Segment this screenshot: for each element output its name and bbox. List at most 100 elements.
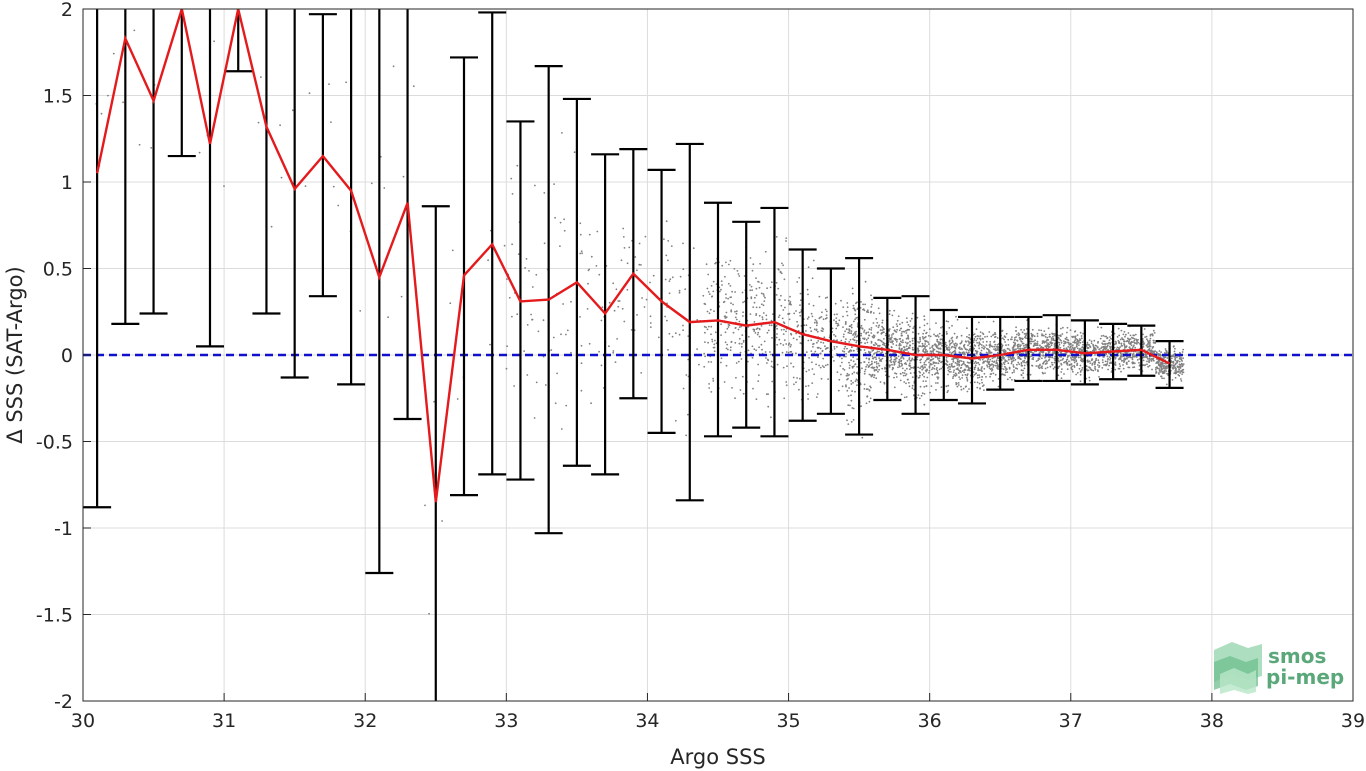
scatter-point (997, 351, 999, 354)
scatter-point (511, 193, 514, 195)
scatter-point (964, 363, 966, 366)
scatter-point (755, 277, 757, 279)
scatter-point (769, 351, 771, 353)
scatter-point (626, 262, 629, 265)
scatter-point (223, 185, 225, 188)
scatter-point (873, 361, 876, 364)
scatter-point (1036, 335, 1039, 337)
scatter-point (668, 280, 671, 282)
scatter-point (734, 310, 736, 313)
scatter-point (961, 374, 964, 376)
scatter-point (866, 311, 868, 313)
scatter-point (740, 345, 743, 348)
scatter-point (973, 337, 976, 340)
scatter-point (835, 320, 837, 323)
scatter-point (1102, 361, 1104, 364)
scatter-point (1032, 352, 1035, 354)
scatter-point (750, 297, 753, 300)
scatter-point (957, 382, 960, 384)
scatter-point (1109, 336, 1111, 338)
scatter-point (1086, 361, 1089, 363)
scatter-point (601, 306, 604, 309)
scatter-point (738, 342, 741, 345)
scatter-point (612, 350, 615, 352)
scatter-point (1148, 359, 1150, 362)
scatter-point (752, 387, 754, 390)
scatter-point (935, 389, 937, 391)
scatter-point (783, 397, 786, 400)
scatter-point (846, 302, 849, 304)
scatter-point (921, 374, 924, 376)
scatter-point (941, 334, 944, 337)
scatter-point (424, 504, 426, 507)
scatter-point (847, 395, 850, 397)
scatter-point (875, 343, 878, 346)
scatter-point (780, 272, 783, 275)
scatter-point (1165, 370, 1168, 372)
scatter-point (758, 286, 761, 289)
scatter-point (994, 343, 997, 346)
scatter-point (1010, 362, 1013, 365)
scatter-point (979, 343, 982, 345)
scatter-point (1032, 340, 1035, 343)
scatter-point (947, 369, 950, 372)
scatter-point (917, 351, 920, 353)
scatter-point (954, 361, 957, 364)
scatter-point (1180, 362, 1183, 365)
scatter-point (782, 264, 784, 267)
scatter-point (400, 295, 403, 298)
scatter-point (967, 366, 970, 369)
scatter-point (901, 367, 904, 370)
scatter-point (531, 318, 533, 321)
scatter-point (1076, 334, 1079, 337)
scatter-point (960, 364, 963, 367)
scatter-point (710, 325, 713, 328)
scatter-point (751, 269, 754, 272)
scatter-point (974, 360, 977, 363)
scatter-point (1093, 347, 1096, 350)
scatter-point (845, 385, 847, 388)
scatter-point (921, 365, 924, 367)
scatter-point (1039, 355, 1041, 358)
scatter-point (842, 326, 844, 328)
scatter-point (1065, 360, 1068, 363)
scatter-point (867, 337, 870, 340)
scatter-point (856, 308, 859, 310)
scatter-point (1076, 343, 1079, 346)
scatter-point (916, 358, 919, 361)
scatter-point (850, 421, 853, 423)
scatter-point (848, 349, 851, 352)
scatter-point (908, 385, 911, 388)
scatter-point (863, 318, 866, 321)
scatter-point (958, 370, 961, 373)
scatter-point (758, 374, 760, 376)
scatter-point (899, 379, 902, 382)
scatter-point (928, 365, 931, 368)
scatter-point (1180, 380, 1183, 382)
scatter-point (972, 341, 975, 344)
scatter-point (806, 318, 809, 320)
scatter-point (822, 357, 825, 360)
scatter-point (864, 351, 867, 354)
scatter-point (935, 322, 937, 324)
scatter-point (720, 323, 722, 326)
scatter-point (1146, 356, 1149, 358)
scatter-point (1059, 338, 1061, 341)
scatter-point (866, 341, 869, 344)
scatter-point (112, 52, 115, 55)
scatter-point (893, 362, 896, 364)
scatter-point (1013, 369, 1015, 371)
scatter-point (837, 322, 839, 325)
scatter-point (616, 338, 618, 340)
scatter-point (870, 386, 872, 389)
scatter-point (976, 377, 979, 379)
scatter-point (823, 336, 826, 339)
scatter-point (1072, 341, 1074, 344)
scatter-point (899, 340, 902, 343)
scatter-point (1071, 344, 1074, 347)
scatter-point (805, 385, 807, 388)
scatter-point (996, 367, 998, 369)
scatter-point (959, 359, 961, 362)
scatter-point (979, 359, 982, 361)
scatter-point (929, 359, 932, 362)
